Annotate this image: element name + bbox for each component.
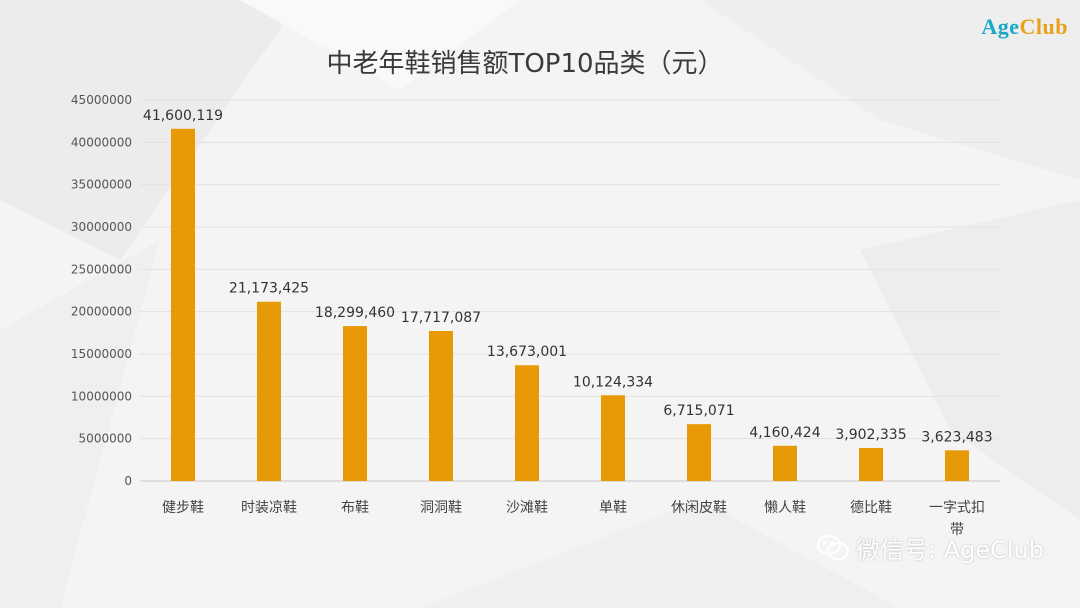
bar [859, 447, 883, 481]
bar [945, 450, 969, 481]
bars [171, 128, 969, 482]
x-tick-label: 沙滩鞋 [506, 500, 548, 516]
bar [687, 424, 711, 481]
x-tick-label: 单鞋 [599, 500, 627, 516]
data-labels: 41,600,119 21,173,425 18,299,460 17,717,087… [143, 108, 993, 446]
x-tick-label: 德比鞋 [850, 500, 892, 516]
chart-title: 中老年鞋销售额TOP10品类（元） [326, 49, 723, 79]
y-tick-label: 30000000 [71, 220, 132, 234]
y-tick-label: 10000000 [71, 389, 132, 403]
wechat-icon [816, 534, 849, 560]
bar [601, 395, 625, 481]
bar [773, 445, 797, 481]
bar [515, 365, 539, 481]
bar [429, 330, 453, 481]
y-tick-label: 35000000 [71, 178, 132, 192]
y-tick-label: 5000000 [79, 432, 132, 446]
data-label: 6,715,071 [663, 403, 734, 419]
x-tick-label: 带 [950, 522, 964, 538]
wechat-watermark: 微信号: AgeClub [816, 530, 1044, 565]
x-tick-label: 健步鞋 [162, 500, 204, 516]
y-axis-ticks: 0 5000000 10000000 15000000 20000000 25000000… [71, 93, 132, 488]
data-label: 17,717,087 [401, 310, 481, 326]
x-tick-label: 休闲皮鞋 [671, 500, 727, 516]
data-label: 10,124,334 [573, 374, 653, 390]
data-label: 13,673,001 [487, 344, 567, 360]
y-tick-label: 0 [124, 474, 132, 488]
watermark-text: 微信号: AgeClub [855, 536, 1044, 564]
x-tick-label: 布鞋 [341, 500, 369, 516]
data-label: 4,160,424 [749, 425, 820, 441]
data-label: 18,299,460 [315, 305, 395, 321]
y-tick-label: 45000000 [71, 93, 132, 107]
bar [343, 326, 367, 481]
x-tick-label: 时装凉鞋 [241, 500, 297, 516]
data-label: 41,600,119 [143, 108, 223, 124]
gridlines [140, 99, 1000, 482]
y-tick-label: 20000000 [71, 305, 132, 319]
y-tick-label: 15000000 [71, 347, 132, 361]
data-label: 21,173,425 [229, 281, 309, 297]
bar [257, 301, 281, 481]
y-tick-label: 40000000 [71, 135, 132, 149]
x-tick-label: 洞洞鞋 [420, 500, 462, 516]
x-tick-label: 懒人鞋 [764, 500, 806, 516]
data-label: 3,902,335 [835, 427, 906, 443]
logo-age-text: Age [981, 14, 1020, 39]
x-tick-label: 一字式扣 [929, 500, 985, 516]
data-label: 3,623,483 [921, 429, 992, 445]
bar [171, 128, 195, 482]
logo-club-text: Club [1019, 14, 1068, 39]
y-tick-label: 25000000 [71, 262, 132, 276]
ageclub-logo: AgeClub [981, 14, 1068, 40]
